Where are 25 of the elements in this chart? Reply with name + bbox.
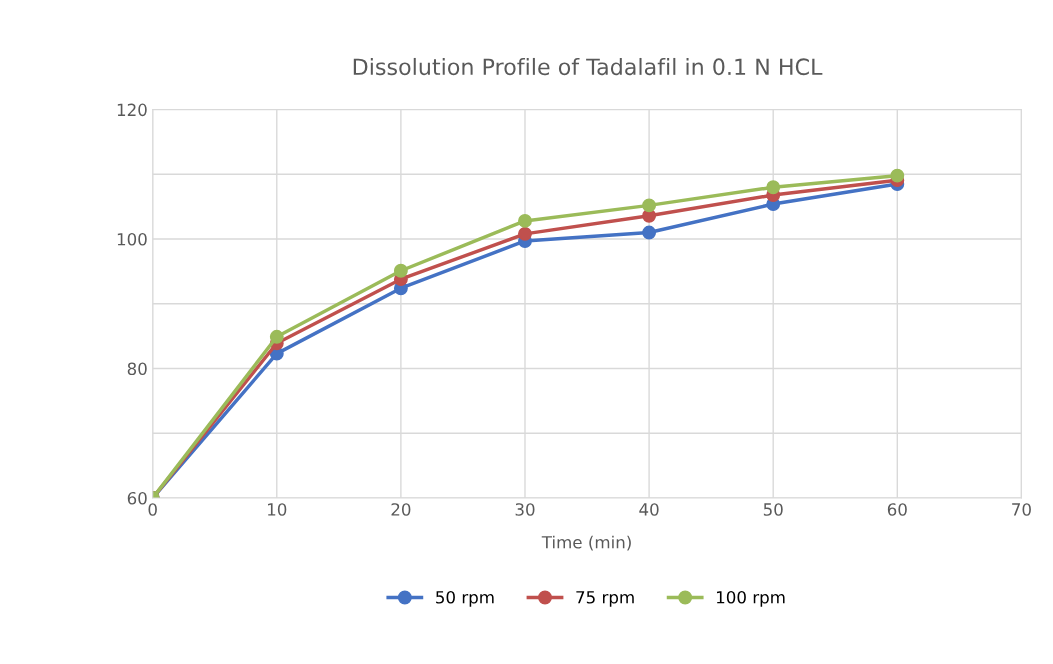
point bbox=[518, 226, 532, 241]
point bbox=[518, 213, 532, 228]
chart-title: Dissolution Profile of Tadalafil in 0.1 N HCL bbox=[353, 57, 823, 76]
x-tick-label: 70 bbox=[1012, 503, 1031, 516]
x-tick-label: 60 bbox=[887, 503, 907, 516]
legend-label: 100 rpm bbox=[717, 590, 785, 607]
y-tick-label: 80 bbox=[127, 362, 147, 376]
y-tick-label: 100 bbox=[117, 233, 147, 246]
x-tick-label: 20 bbox=[391, 503, 411, 516]
point bbox=[393, 263, 408, 278]
x-tick-label: 40 bbox=[639, 503, 659, 516]
point bbox=[766, 180, 781, 195]
y-tick-label: 120 bbox=[117, 103, 147, 117]
legend-label: 75 rpm bbox=[576, 591, 634, 607]
y-tick-label: 60 bbox=[127, 491, 147, 505]
point bbox=[890, 168, 905, 183]
x-tick-label: 30 bbox=[515, 503, 535, 516]
point bbox=[642, 225, 657, 240]
legend-label: 50 rpm bbox=[436, 590, 494, 607]
x-tick-label: 0 bbox=[148, 503, 157, 516]
x-axis-title: Time (min) bbox=[541, 535, 631, 551]
x-tick-label: 10 bbox=[268, 503, 287, 516]
point bbox=[269, 329, 284, 344]
point bbox=[642, 198, 657, 213]
x-tick-label: 50 bbox=[763, 503, 783, 516]
